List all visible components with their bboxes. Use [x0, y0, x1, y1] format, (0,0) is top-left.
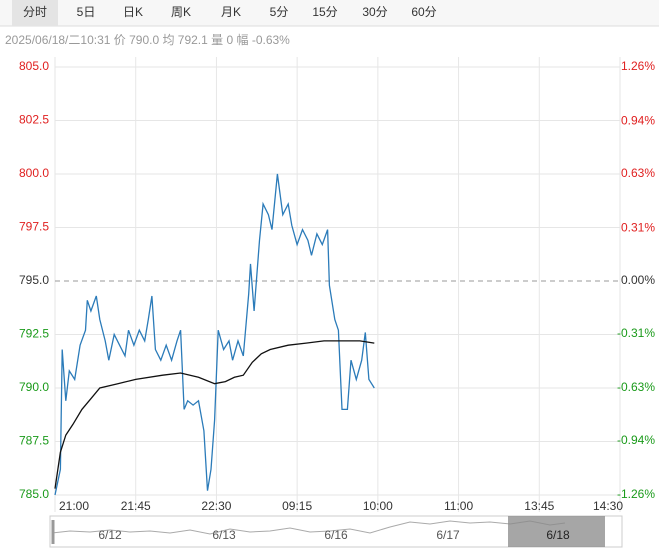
y-tick-label: 785.0	[19, 487, 49, 501]
y2-tick-label: 0.31%	[621, 221, 655, 235]
y-tick-label: 797.5	[19, 220, 49, 234]
navigator-date: 6/16	[324, 528, 348, 542]
y-tick-label: 795.0	[19, 273, 49, 287]
navigator-date: 6/18	[546, 528, 570, 542]
y-tick-label: 787.5	[19, 434, 49, 448]
y-tick-label: 800.0	[19, 166, 49, 180]
y2-tick-label: -0.94%	[617, 433, 655, 447]
tab[interactable]: 5分	[270, 5, 289, 19]
navigator-line	[51, 520, 566, 535]
series-line	[54, 173, 375, 496]
y2-tick-label: 0.00%	[621, 273, 655, 287]
tab[interactable]: 30分	[362, 5, 387, 19]
navigator-date: 6/17	[436, 528, 460, 542]
y-tick-label: 805.0	[19, 59, 49, 73]
y2-tick-label: -0.31%	[617, 326, 655, 340]
y2-tick-label: 0.94%	[621, 114, 655, 128]
tab[interactable]: 分时	[23, 5, 47, 19]
tab[interactable]: 月K	[221, 5, 241, 19]
x-tick-label: 14:30	[593, 499, 623, 513]
navigator-date: 6/13	[212, 528, 236, 542]
y2-tick-label: 1.26%	[621, 59, 655, 73]
x-tick-label: 09:15	[282, 499, 312, 513]
navigator-window[interactable]	[508, 516, 605, 547]
tab[interactable]: 周K	[171, 5, 191, 19]
y2-tick-label: -0.63%	[617, 380, 655, 394]
y2-tick-label: -1.26%	[617, 487, 655, 501]
y-tick-label: 802.5	[19, 113, 49, 127]
navigator-date: 6/12	[98, 528, 122, 542]
y-tick-label: 790.0	[19, 380, 49, 394]
x-tick-label: 10:00	[363, 499, 393, 513]
y2-tick-label: 0.63%	[621, 166, 655, 180]
x-tick-label: 22:30	[201, 499, 231, 513]
tab[interactable]: 日K	[123, 5, 143, 19]
x-tick-label: 11:00	[444, 499, 473, 513]
y-tick-label: 792.5	[19, 327, 49, 341]
tab[interactable]: 60分	[411, 5, 436, 19]
tab-active-bg	[12, 0, 58, 26]
tab[interactable]: 15分	[312, 5, 337, 19]
tab-bar	[0, 0, 659, 26]
tab[interactable]: 5日	[77, 5, 96, 19]
info-line: 2025/06/18/二10:31 价 790.0 均 792.1 量 0 幅 …	[5, 32, 290, 47]
series-line	[54, 340, 375, 489]
x-tick-label: 21:00	[59, 499, 89, 513]
x-tick-label: 21:45	[121, 499, 151, 513]
x-tick-label: 13:45	[524, 499, 554, 513]
